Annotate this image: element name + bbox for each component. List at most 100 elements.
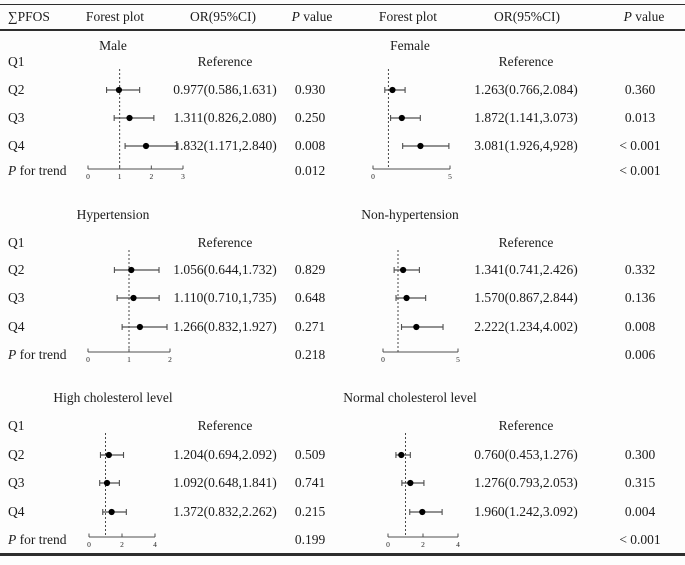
svg-text:0: 0 (386, 540, 390, 549)
p-value: 0.215 (294, 504, 326, 519)
svg-text:2: 2 (421, 540, 425, 549)
subgroup-title-high-cholesterol: High cholesterol level (53, 390, 173, 405)
svg-text:2: 2 (149, 172, 153, 181)
svg-text:3: 3 (181, 172, 185, 181)
quartile-label: Q2 (8, 82, 25, 97)
p-value: 0.930 (294, 82, 326, 97)
or-ci-value: 1.092(0.648,1.841) (173, 475, 277, 490)
section-sex: Male Female Q1 Reference Reference Q2 0.… (0, 32, 685, 196)
svg-text:0: 0 (86, 355, 90, 364)
p-value: 0.136 (624, 290, 656, 305)
trend-label: P for trend (8, 532, 66, 548)
quartile-label: Q3 (8, 110, 25, 125)
forest-plot-hypertension: 0 1 2 (86, 250, 172, 364)
p-value: 0.199 (294, 532, 326, 547)
or-ci-value: 1.263(0.766,2.084) (474, 82, 578, 97)
quartile-label: Q3 (8, 475, 25, 490)
or-ci-value: 1.832(1.171,2.840) (173, 138, 277, 153)
quartile-label: Q1 (8, 418, 25, 433)
subgroup-title-male: Male (99, 38, 127, 53)
svg-text:4: 4 (153, 540, 157, 549)
p-value: 0.509 (294, 447, 326, 462)
or-ci-value: 2.222(1.234,4.002) (474, 319, 578, 334)
svg-text:5: 5 (448, 172, 452, 181)
p-value: 0.008 (294, 138, 326, 153)
quartile-label: Q2 (8, 262, 25, 277)
forest-plot-high-cholesterol: 0 2 4 (87, 433, 157, 549)
reference-label: Reference (197, 54, 253, 69)
svg-text:4: 4 (456, 540, 460, 549)
or-ci-value: 1.311(0.826,2.080) (173, 110, 277, 125)
subgroup-title-female: Female (390, 38, 430, 53)
p-value: 0.300 (624, 447, 656, 462)
subgroup-title-normal-cholesterol: Normal cholesterol level (343, 390, 477, 405)
or-ci-value: 0.760(0.453,1.276) (474, 447, 578, 462)
header-exposure: ∑PFOS (8, 9, 50, 24)
or-ci-value: 0.977(0.586,1.631) (173, 82, 277, 97)
header-forest-right: Forest plot (378, 9, 438, 24)
svg-text:0: 0 (381, 355, 385, 364)
quartile-label: Q4 (8, 504, 25, 519)
section-cholesterol: High cholesterol level Normal cholestero… (0, 378, 685, 556)
or-ci-value: 1.276(0.793,2.053) (474, 475, 578, 490)
section-hypertension: Hypertension Non-hypertension Q1 Referen… (0, 196, 685, 378)
or-ci-value: 1.872(1.141,3.073) (474, 110, 578, 125)
header-or-right: OR(95%CI) (494, 9, 560, 24)
p-value: 0.271 (294, 319, 326, 334)
or-ci-value: 1.204(0.694,2.092) (173, 447, 277, 462)
p-value: 0.006 (624, 347, 656, 362)
bottom-rule (0, 553, 685, 556)
or-ci-value: 1.372(0.832,2.262) (173, 504, 277, 519)
or-ci-value: 1.960(1.242,3.092) (474, 504, 578, 519)
svg-text:0: 0 (87, 540, 91, 549)
p-value: 0.315 (624, 475, 656, 490)
forest-plot-male: 0 1 2 3 (86, 69, 185, 181)
svg-text:0: 0 (86, 172, 90, 181)
svg-text:2: 2 (120, 540, 124, 549)
p-value: 0.250 (294, 110, 326, 125)
p-value: 0.741 (294, 475, 326, 490)
p-value: 0.829 (294, 262, 326, 277)
trend-rest: for trend (16, 163, 67, 178)
subgroup-title-hypertension: Hypertension (76, 207, 150, 222)
reference-label: Reference (498, 235, 554, 250)
or-ci-value: 1.056(0.644,1.732) (173, 262, 277, 277)
svg-text:5: 5 (456, 355, 460, 364)
header-p-italic-2: P (623, 9, 632, 24)
trend-p-italic: P (8, 163, 17, 178)
header-p-rest-2: value (631, 9, 665, 24)
or-ci-value: 1.110(0.710,1,735) (173, 290, 277, 305)
p-value: 0.013 (624, 110, 656, 125)
quartile-label: Q3 (8, 290, 25, 305)
svg-text:0: 0 (371, 172, 375, 181)
p-value: 0.012 (294, 163, 326, 178)
reference-label: Reference (197, 418, 253, 433)
trend-label: P for trend (8, 347, 66, 363)
trend-p-italic: P (8, 347, 17, 362)
trend-label: P for trend (8, 163, 66, 179)
p-value: 0.648 (294, 290, 326, 305)
svg-text:1: 1 (127, 355, 131, 364)
trend-p-italic: P (8, 532, 17, 547)
p-value: 0.004 (624, 504, 656, 519)
top-rule (0, 4, 685, 5)
header-pvalue-right: P value (624, 9, 665, 25)
or-ci-value: 1.341(0.741,2.426) (474, 262, 578, 277)
svg-text:1: 1 (118, 172, 122, 181)
header-pvalue-left: P value (292, 9, 333, 25)
or-ci-value: 3.081(1.926,4,928) (474, 138, 578, 153)
trend-rest: for trend (16, 532, 67, 547)
header-p-italic: P (291, 9, 300, 24)
header-p-rest: value (299, 9, 333, 24)
p-value: < 0.001 (619, 532, 661, 547)
quartile-label: Q1 (8, 54, 25, 69)
reference-label: Reference (498, 54, 554, 69)
p-value: < 0.001 (619, 138, 661, 153)
reference-label: Reference (197, 235, 253, 250)
header-forest-left: Forest plot (85, 9, 145, 24)
p-value: < 0.001 (619, 163, 661, 178)
quartile-label: Q4 (8, 138, 25, 153)
